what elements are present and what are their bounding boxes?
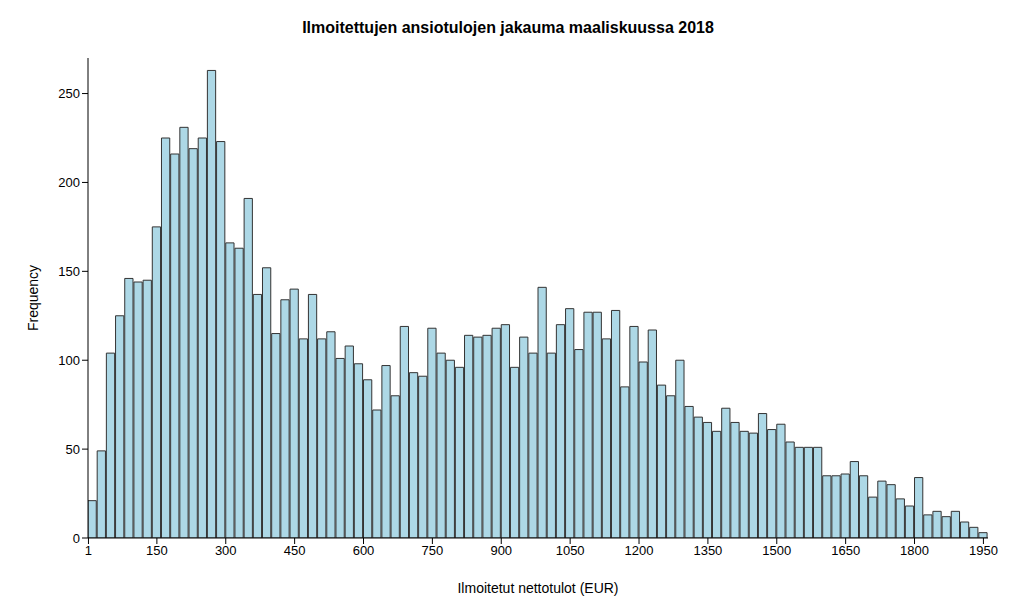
svg-text:150: 150 bbox=[58, 264, 80, 279]
svg-text:Frequency: Frequency bbox=[25, 265, 41, 331]
svg-text:1: 1 bbox=[85, 543, 92, 558]
svg-text:250: 250 bbox=[58, 86, 80, 101]
svg-text:100: 100 bbox=[58, 353, 80, 368]
svg-text:900: 900 bbox=[490, 543, 512, 558]
svg-text:1050: 1050 bbox=[556, 543, 585, 558]
html-text:Ilmoitettujen ansiotulojen jak: Ilmoitettujen ansiotulojen jakauma maali… bbox=[302, 19, 714, 36]
svg-text:1200: 1200 bbox=[625, 543, 654, 558]
svg-text:200: 200 bbox=[58, 175, 80, 190]
svg-text:Ilmoitetut nettotulot (EUR): Ilmoitetut nettotulot (EUR) bbox=[457, 580, 618, 596]
svg-text:1800: 1800 bbox=[900, 543, 929, 558]
svg-text:300: 300 bbox=[215, 543, 237, 558]
svg-text:450: 450 bbox=[284, 543, 306, 558]
svg-text:600: 600 bbox=[353, 543, 375, 558]
svg-text:0: 0 bbox=[73, 531, 80, 546]
svg-text:1650: 1650 bbox=[831, 543, 860, 558]
svg-text:750: 750 bbox=[422, 543, 444, 558]
svg-text:1350: 1350 bbox=[693, 543, 722, 558]
svg-text:1500: 1500 bbox=[762, 543, 791, 558]
svg-text:50: 50 bbox=[66, 442, 80, 457]
svg-text:1950: 1950 bbox=[969, 543, 998, 558]
svg-text:150: 150 bbox=[146, 543, 168, 558]
